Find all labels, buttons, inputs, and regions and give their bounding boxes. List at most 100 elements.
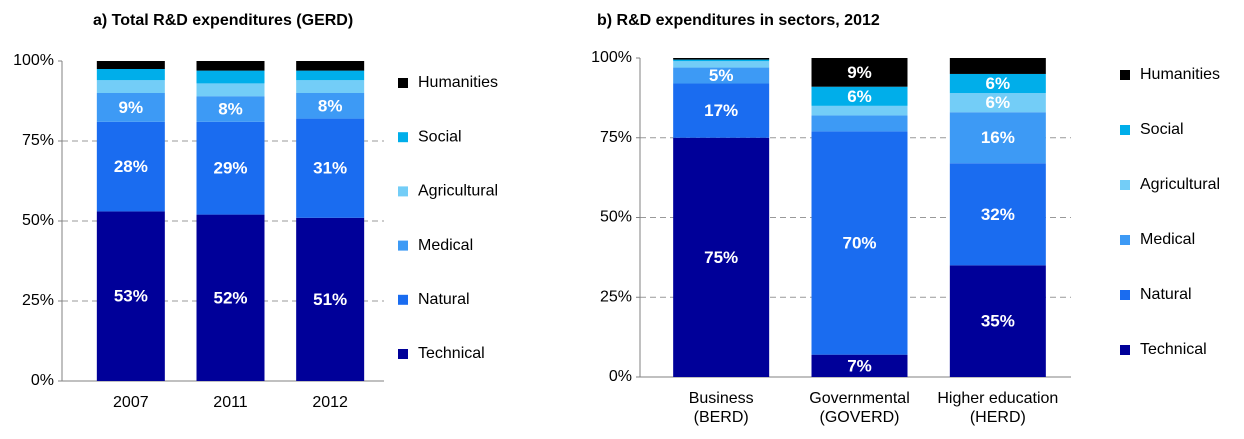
value-label: 8% (318, 96, 343, 115)
value-label: 6% (847, 87, 872, 106)
legend-swatch (1120, 235, 1130, 245)
y-tick-label: 0% (31, 372, 54, 389)
bar-segment (296, 217, 365, 381)
value-label: 9% (119, 98, 144, 117)
bar-segment (296, 70, 365, 81)
bar-segment (196, 61, 265, 71)
bar-segment (673, 137, 770, 377)
bar-segment (196, 83, 265, 97)
bar-segment (673, 59, 770, 62)
legend-swatch (398, 132, 408, 143)
x-tick-label: 2007 (113, 394, 149, 411)
legend-swatch (1120, 70, 1130, 80)
legend-label: Technical (418, 345, 485, 362)
value-label: 9% (847, 63, 872, 82)
y-tick-label: 100% (591, 49, 632, 66)
legend-label: Humanities (1140, 66, 1220, 83)
y-tick-label: 100% (13, 52, 54, 69)
value-label: 35% (981, 312, 1015, 331)
bar-segment (296, 118, 365, 218)
bar-segment (96, 93, 165, 122)
bar-segment (949, 93, 1046, 113)
bar-segment (296, 93, 365, 119)
bar-segment (96, 80, 165, 93)
legend-label: Technical (1140, 341, 1207, 358)
value-label: 7% (847, 356, 872, 375)
bar-segment (811, 58, 908, 87)
y-tick-label: 25% (600, 288, 632, 305)
value-label: 8% (218, 99, 243, 118)
chart-title: a) Total R&D expenditures (GERD) (93, 12, 353, 29)
value-label: 16% (981, 128, 1015, 147)
legend-swatch (1120, 180, 1130, 190)
bar-segment (96, 69, 165, 81)
bar-segment (811, 115, 908, 132)
x-tick-label: Governmental (809, 390, 910, 407)
y-tick-label: 50% (600, 209, 632, 226)
bar-segment (811, 86, 908, 106)
legend-label: Social (1140, 121, 1184, 138)
bar-segment (673, 61, 770, 68)
legend-label: Humanities (418, 74, 498, 91)
legend-swatch (1120, 290, 1130, 300)
bar-segment (949, 163, 1046, 266)
bar-segment (96, 61, 165, 69)
bar-segment (949, 73, 1046, 94)
x-tick-label: (BERD) (694, 409, 749, 426)
bar-segment (811, 131, 908, 355)
value-label: 51% (313, 290, 347, 309)
value-label: 6% (986, 74, 1011, 93)
x-tick-label: 2012 (312, 394, 348, 411)
value-label: 52% (213, 288, 247, 307)
y-tick-label: 0% (609, 368, 632, 385)
bar-segment (196, 70, 265, 84)
bar-segment (196, 121, 265, 215)
bar-segment (296, 80, 365, 93)
value-label: 6% (986, 93, 1011, 112)
bar-segment (673, 67, 770, 84)
y-tick-label: 25% (22, 292, 54, 309)
legend-swatch (398, 78, 408, 88)
x-tick-label: Higher education (937, 390, 1058, 407)
legend-swatch (398, 186, 408, 197)
legend-swatch (398, 240, 408, 251)
bar-segment (96, 211, 165, 381)
bar-segment (196, 214, 265, 381)
value-label: 28% (114, 157, 148, 176)
value-label: 53% (114, 287, 148, 306)
legend-label: Social (418, 128, 462, 145)
legend-swatch (1120, 345, 1130, 355)
y-tick-label: 75% (22, 132, 54, 149)
value-label: 70% (842, 234, 876, 253)
legend-label: Natural (418, 291, 470, 308)
legend-label: Medical (418, 237, 473, 254)
legend-label: Medical (1140, 231, 1195, 248)
bar-segment (949, 265, 1046, 377)
legend-swatch (398, 349, 408, 359)
value-label: 17% (704, 101, 738, 120)
bar-segment (949, 58, 1046, 74)
y-tick-label: 50% (22, 212, 54, 229)
bar-segment (296, 61, 365, 71)
x-tick-label: 2011 (213, 394, 248, 411)
value-label: 32% (981, 205, 1015, 224)
legend-label: Agricultural (1140, 176, 1220, 193)
legend-label: Agricultural (418, 183, 498, 200)
value-label: 31% (313, 159, 347, 178)
value-label: 29% (213, 159, 247, 178)
legend-label: Natural (1140, 286, 1192, 303)
x-tick-label: Business (689, 390, 754, 407)
bar-segment (673, 83, 770, 138)
bar-segment (96, 121, 165, 212)
value-label: 5% (709, 66, 734, 85)
x-tick-label: (HERD) (970, 409, 1026, 426)
y-tick-label: 75% (600, 129, 632, 146)
value-label: 75% (704, 248, 738, 267)
x-tick-label: (GOVERD) (820, 409, 900, 426)
bar-segment (811, 105, 908, 116)
chart-title: b) R&D expenditures in sectors, 2012 (597, 12, 880, 29)
bar-segment (673, 58, 770, 60)
bar-segment (196, 96, 265, 122)
bar-segment (949, 112, 1046, 164)
